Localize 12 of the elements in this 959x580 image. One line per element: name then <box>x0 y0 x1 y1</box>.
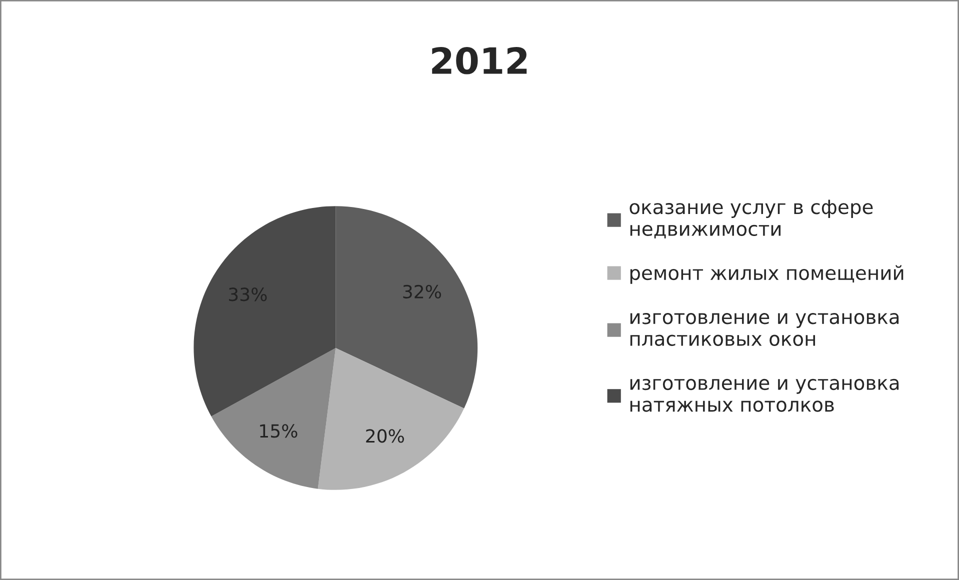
legend-label: изготовление и установка натяжных потолков <box>630 378 899 412</box>
data-label: 32% <box>403 284 441 298</box>
pie-slice <box>336 206 478 408</box>
pie-slice <box>211 348 336 489</box>
data-label: 15% <box>260 424 298 438</box>
pie-slice <box>318 348 464 490</box>
pie-slice <box>194 206 336 416</box>
data-label: 20% <box>366 429 404 443</box>
legend-label: изготовление и установка пластиковых окон <box>630 313 899 346</box>
legend-label: ремонт жилых помещений <box>630 265 904 284</box>
chart-title: 2012 <box>432 46 527 74</box>
legend-label: оказание услуг в сфере недвижимости <box>630 200 873 238</box>
